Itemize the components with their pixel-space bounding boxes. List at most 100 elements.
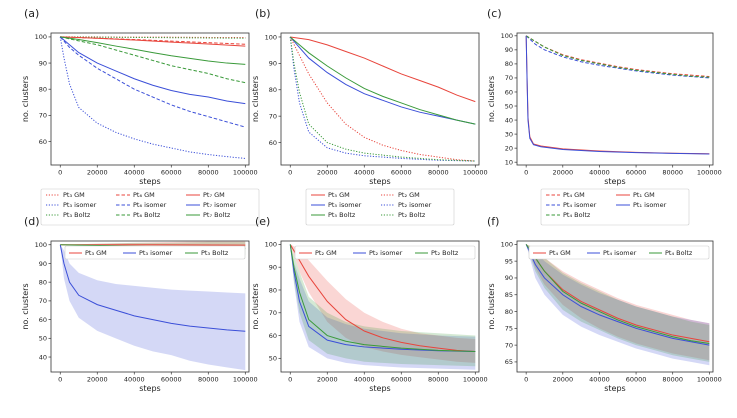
legend-entry: Pt₃ isomer <box>63 201 97 209</box>
legend: Pt₃ GM Pt₃ isomer Pt₃ Boltz <box>64 245 246 260</box>
confidence-band <box>60 244 246 371</box>
legend-entry: Pt₄ GM <box>563 191 585 199</box>
x-tick-label: 100000 <box>463 169 488 177</box>
legend: Pt₃ GM Pt₃ isomer Pt₃ Boltz Pt₆ GM Pt₆ isome… <box>40 188 260 226</box>
y-tick-label: 70 <box>505 74 513 82</box>
legend-entry: Pt₂ isomer <box>398 201 432 209</box>
legend-entry: Pt₆ isomer <box>133 201 167 209</box>
legend: Pt₄ GM Pt₄ isomer Pt₄ Boltz <box>528 245 710 260</box>
y-tick-label: 40 <box>39 353 47 361</box>
legend-entry: Pt₂ Boltz <box>398 211 426 219</box>
legend-entry: Pt₁ GM <box>633 191 655 199</box>
x-tick-label: 0 <box>524 376 528 384</box>
legend-entry: Pt₅ GM <box>328 191 350 199</box>
y-tick-label: 80 <box>505 308 513 316</box>
x-tick-label: 0 <box>58 376 62 384</box>
y-tick-label: 70 <box>269 112 277 120</box>
series-line <box>289 36 476 125</box>
y-tick-label: 80 <box>269 286 277 294</box>
y-axis-label: no. clusters <box>487 283 496 329</box>
y-axis-label: no. clusters <box>251 283 260 329</box>
y-tick-label: 60 <box>39 316 47 324</box>
x-tick-label: 20000 <box>552 376 573 384</box>
confidence-band <box>526 244 710 366</box>
panel-a: (a) 0 20000 40000 60000 80000 100000 60 70 80 90 10… <box>21 7 260 226</box>
x-tick-label: 0 <box>288 376 292 384</box>
panel-d: (d) 0 20000 40000 60000 80000 100000 40 50 60 70 80… <box>21 215 258 393</box>
y-tick-label: 70 <box>505 341 513 349</box>
legend-entry: Pt₃ Boltz <box>201 249 229 257</box>
y-tick-label: 60 <box>269 139 277 147</box>
x-tick-label: 80000 <box>428 169 449 177</box>
legend-entry: Pt₂ isomer <box>369 249 403 257</box>
y-tick-label: 100 <box>501 32 513 40</box>
panel-e: (e) 0 20000 40000 60000 80000 100000 50 60 70 80 90… <box>251 215 488 393</box>
series-line <box>525 244 710 346</box>
axes-frame <box>280 32 480 166</box>
x-tick-label: 60000 <box>161 169 182 177</box>
x-tick-label: 80000 <box>428 376 449 384</box>
plot-area <box>59 241 246 371</box>
legend-entry: Pt₃ GM <box>85 249 107 257</box>
y-axis-label: no. clusters <box>21 76 30 122</box>
x-tick-label: 80000 <box>198 169 219 177</box>
x-tick-label: 20000 <box>552 169 573 177</box>
x-tick-label: 40000 <box>124 169 145 177</box>
y-tick-label: 60 <box>269 332 277 340</box>
legend-entry: Pt₄ isomer <box>563 201 597 209</box>
y-tick-label: 80 <box>269 86 277 94</box>
series-line <box>60 36 246 47</box>
series-line <box>525 244 710 344</box>
x-tick-label: 40000 <box>589 169 610 177</box>
plot-area <box>289 244 476 370</box>
y-tick-label: 70 <box>39 297 47 305</box>
legend: Pt₂ GM Pt₂ isomer Pt₂ Boltz <box>294 245 476 260</box>
y-tick-label: 80 <box>39 278 47 286</box>
series-line <box>289 36 476 162</box>
x-tick-label: 20000 <box>317 376 338 384</box>
series-line <box>289 36 476 125</box>
y-tick-label: 90 <box>39 260 47 268</box>
confidence-band <box>290 244 476 367</box>
x-tick-label: 40000 <box>354 169 375 177</box>
x-axis-label: steps <box>139 384 160 393</box>
legend-frame <box>540 188 690 226</box>
y-tick-label: 40 <box>505 116 513 124</box>
y-tick-label: 100 <box>35 241 47 249</box>
x-tick-label: 60000 <box>391 169 412 177</box>
legend-entry: Pt₅ Boltz <box>328 211 356 219</box>
axes-frame <box>50 240 250 373</box>
axes-frame <box>516 32 714 166</box>
legend-entry: Pt₁ isomer <box>633 201 667 209</box>
panel-label: (e) <box>255 215 270 228</box>
legend-frame <box>64 245 246 260</box>
series-line <box>525 35 710 79</box>
legend-entry: Pt₅ isomer <box>328 201 362 209</box>
x-tick-label: 80000 <box>198 376 219 384</box>
y-tick-label: 75 <box>505 325 513 333</box>
legend: Pt₅ GM Pt₅ isomer Pt₅ Boltz Pt₂ GM Pt₂ isome… <box>305 188 455 226</box>
y-tick-label: 100 <box>265 33 277 41</box>
y-tick-label: 100 <box>265 241 277 249</box>
y-tick-label: 85 <box>505 291 513 299</box>
plot-area <box>59 36 246 159</box>
y-tick-label: 90 <box>505 274 513 282</box>
y-tick-label: 65 <box>505 358 513 366</box>
series-line <box>59 36 246 105</box>
y-axis-label: no. clusters <box>251 76 260 122</box>
x-tick-label: 80000 <box>662 169 683 177</box>
legend-entry: Pt₂ GM <box>315 249 337 257</box>
y-tick-label: 20 <box>505 144 513 152</box>
y-tick-label: 90 <box>39 59 47 67</box>
y-tick-label: 50 <box>39 335 47 343</box>
y-tick-label: 50 <box>505 102 513 110</box>
y-tick-label: 90 <box>269 264 277 272</box>
legend-entry: Pt₆ Boltz <box>133 211 161 219</box>
axes-frame <box>50 32 250 166</box>
x-tick-label: 100000 <box>463 376 488 384</box>
x-tick-label: 100000 <box>233 376 258 384</box>
y-tick-label: 60 <box>39 138 47 146</box>
y-tick-label: 100 <box>35 33 47 41</box>
panel-c: (c) 0 20000 40000 60000 80000 100000 10 20 30 40 50… <box>487 7 722 226</box>
